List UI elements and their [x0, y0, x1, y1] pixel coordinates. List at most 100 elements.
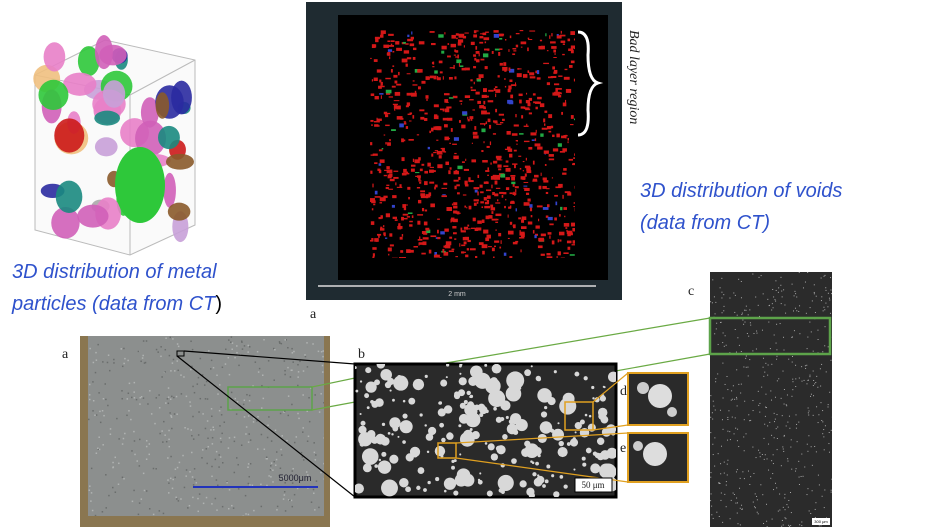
- texture-dot: [785, 509, 786, 510]
- texture-dot: [496, 417, 502, 423]
- texture-dot: [605, 455, 608, 458]
- texture-dot: [474, 126, 476, 130]
- texture-dot: [292, 352, 294, 354]
- texture-dot: [795, 386, 796, 387]
- texture-dot: [750, 322, 751, 323]
- texture-dot: [190, 341, 192, 343]
- texture-dot: [196, 482, 198, 484]
- texture-dot: [782, 371, 783, 372]
- texture-dot: [285, 510, 287, 512]
- texture-dot: [459, 100, 462, 102]
- texture-dot: [786, 425, 787, 426]
- texture-dot: [121, 390, 123, 392]
- texture-dot: [770, 478, 771, 479]
- texture-dot: [245, 513, 247, 515]
- texture-dot: [92, 510, 94, 512]
- texture-dot: [409, 121, 411, 122]
- texture-dot: [559, 214, 561, 217]
- texture-dot: [720, 410, 721, 411]
- texture-dot: [424, 222, 428, 226]
- texture-dot: [274, 349, 276, 351]
- texture-dot: [549, 154, 554, 157]
- texture-dot: [93, 362, 95, 364]
- texture-dot: [757, 512, 758, 513]
- texture-dot: [558, 251, 561, 255]
- texture-dot: [756, 331, 757, 332]
- texture-dot: [518, 217, 521, 219]
- texture-dot: [307, 440, 309, 442]
- texture-dot: [497, 164, 501, 167]
- texture-dot: [202, 413, 204, 415]
- texture-dot: [586, 448, 592, 454]
- texture-dot: [95, 372, 97, 374]
- texture-dot: [402, 59, 408, 63]
- texture-dot: [168, 430, 170, 432]
- texture-dot: [469, 206, 472, 210]
- texture-dot: [253, 510, 255, 512]
- texture-dot: [530, 76, 536, 78]
- texture-dot: [500, 400, 510, 410]
- texture-dot: [752, 350, 753, 351]
- texture-dot: [198, 434, 200, 436]
- texture-dot: [213, 367, 215, 369]
- texture-dot: [559, 232, 564, 236]
- texture-dot: [399, 184, 401, 187]
- texture-dot: [507, 424, 518, 435]
- texture-dot: [487, 146, 490, 148]
- texture-dot: [552, 240, 555, 244]
- texture-dot: [744, 322, 745, 323]
- texture-dot: [112, 462, 114, 464]
- texture-dot: [507, 131, 511, 135]
- texture-dot: [557, 35, 562, 38]
- texture-dot: [540, 133, 543, 136]
- texture-dot: [795, 293, 796, 294]
- texture-dot: [297, 385, 299, 387]
- texture-dot: [427, 481, 430, 484]
- texture-dot: [499, 38, 502, 40]
- texture-dot: [279, 342, 281, 344]
- texture-dot: [100, 422, 102, 424]
- texture-dot: [219, 384, 221, 386]
- texture-dot: [755, 507, 756, 508]
- texture-dot: [389, 455, 398, 464]
- texture-dot: [756, 348, 757, 349]
- texture-dot: [418, 200, 421, 203]
- texture-dot: [453, 96, 458, 98]
- texture-dot: [829, 298, 830, 299]
- texture-dot: [112, 487, 114, 489]
- texture-dot: [566, 89, 571, 93]
- texture-dot: [499, 48, 502, 50]
- texture-dot: [433, 62, 435, 65]
- texture-dot: [740, 508, 741, 509]
- texture-dot: [521, 233, 525, 237]
- texture-dot: [565, 69, 568, 70]
- texture-dot: [280, 468, 282, 470]
- texture-dot: [237, 464, 239, 466]
- texture-dot: [506, 187, 509, 190]
- texture-dot: [421, 253, 425, 255]
- texture-dot: [498, 168, 501, 170]
- texture-dot: [428, 427, 436, 435]
- texture-dot: [559, 441, 564, 446]
- texture-dot: [601, 416, 609, 424]
- texture-dot: [580, 420, 585, 425]
- texture-dot: [160, 356, 162, 358]
- texture-dot: [417, 221, 420, 225]
- texture-dot: [465, 255, 468, 258]
- texture-dot: [453, 206, 457, 209]
- texture-dot: [597, 453, 604, 460]
- texture-dot: [364, 393, 369, 398]
- texture-dot: [126, 415, 128, 417]
- texture-dot: [554, 53, 556, 54]
- texture-dot: [775, 299, 776, 300]
- texture-dot: [476, 51, 480, 54]
- texture-dot: [520, 30, 524, 31]
- texture-dot: [511, 182, 515, 184]
- texture-dot: [809, 376, 810, 377]
- texture-dot: [228, 508, 230, 510]
- texture-dot: [231, 505, 233, 507]
- texture-dot: [553, 148, 558, 151]
- texture-dot: [236, 345, 238, 347]
- texture-dot: [504, 253, 507, 256]
- texture-dot: [733, 292, 734, 293]
